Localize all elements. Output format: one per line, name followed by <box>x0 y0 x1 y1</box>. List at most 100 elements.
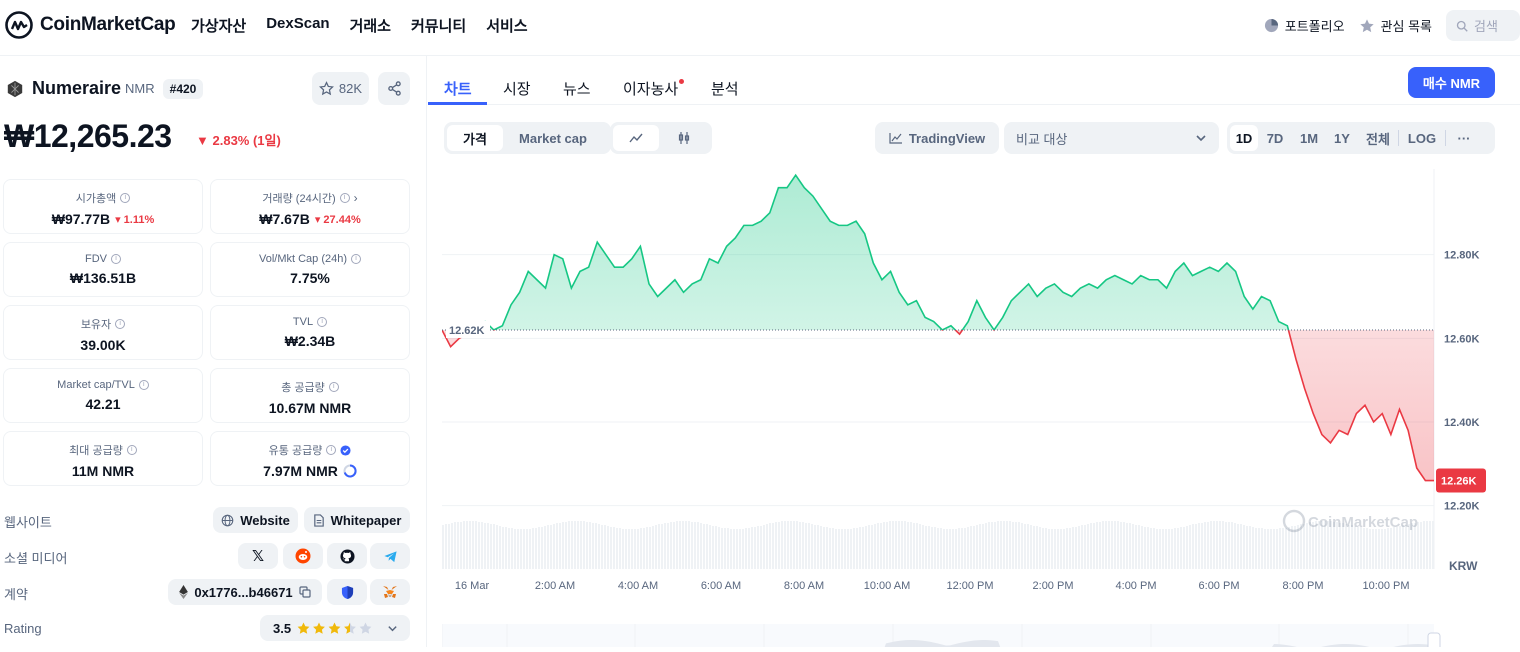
whitepaper-button[interactable]: Whitepaper <box>304 507 410 533</box>
range-7d[interactable]: 7D <box>1266 130 1284 146</box>
price-chart[interactable]: 12.80K 12.60K 12.40K 12.20K 12.62K 12.26K Coin… <box>441 169 1500 652</box>
rating-dropdown[interactable]: 3.5 <box>260 615 410 641</box>
volume-bar <box>1309 522 1311 569</box>
volume-bar <box>817 525 819 569</box>
nav-cryptocurrencies[interactable]: 가상자산 <box>191 18 247 35</box>
tab-yield-farming[interactable]: 이자농사 <box>623 81 679 98</box>
tab-chart[interactable]: 차트 <box>444 81 472 98</box>
volume-bar <box>583 521 585 569</box>
toggle-market-cap[interactable]: Market cap <box>519 130 587 146</box>
log-scale-toggle[interactable]: LOG <box>1407 130 1437 146</box>
x-tick-label: 6:00 AM <box>701 580 741 592</box>
volume-bar <box>1096 522 1098 569</box>
volume-bar <box>1315 521 1317 569</box>
volume-bar <box>1084 525 1086 569</box>
volume-bar <box>1342 523 1344 569</box>
info-icon[interactable]: i <box>138 380 149 390</box>
volume-bar <box>1201 523 1203 569</box>
toggle-price[interactable]: 가격 <box>447 125 503 151</box>
coinmarketcap-logo[interactable]: CoinMarketCap <box>4 10 176 40</box>
volume-bar <box>1108 521 1110 569</box>
info-icon[interactable]: i <box>339 193 350 203</box>
volume-bar <box>751 527 753 569</box>
price-line-up <box>442 173 1290 330</box>
info-icon[interactable]: i <box>328 382 339 392</box>
volume-bar <box>1249 526 1251 569</box>
volume-bar <box>631 529 633 569</box>
tradingview-button[interactable]: TradingView <box>875 122 999 154</box>
stat-volume-24h[interactable]: 거래량 (24시간) i › ₩7.67B ▾ 27.44% <box>210 179 410 234</box>
volume-bar <box>1129 523 1131 569</box>
info-icon[interactable]: i <box>317 317 328 327</box>
rating-stars-icon <box>297 622 372 634</box>
volume-bar <box>961 528 963 569</box>
info-icon[interactable]: i <box>126 445 137 455</box>
reddit-button[interactable] <box>283 543 323 569</box>
info-icon[interactable]: i <box>111 254 121 264</box>
contract-address-button[interactable]: 0x1776...b46671 <box>168 579 322 605</box>
volume-bar <box>508 528 510 569</box>
volume-bar <box>1402 525 1404 569</box>
tab-news[interactable]: 뉴스 <box>563 81 591 98</box>
volume-bar <box>1102 521 1104 569</box>
line-chart-button[interactable] <box>613 125 659 151</box>
volume-bar <box>487 523 489 569</box>
tab-analysis[interactable]: 분석 <box>711 81 739 98</box>
telegram-button[interactable] <box>370 543 410 569</box>
volume-bar <box>1147 527 1149 569</box>
portfolio-link[interactable]: 포트폴리오 <box>1264 16 1345 35</box>
website-button[interactable]: Website <box>213 507 298 533</box>
volume-bar <box>550 525 552 569</box>
nav-dexscan[interactable]: DexScan <box>266 15 330 32</box>
share-icon <box>387 81 401 96</box>
security-audit-button[interactable] <box>327 579 367 605</box>
range-1y[interactable]: 1Y <box>1334 130 1350 146</box>
candlestick-button[interactable] <box>659 125 709 151</box>
volume-bar <box>1270 529 1272 569</box>
github-button[interactable] <box>327 543 367 569</box>
volume-bar <box>457 522 459 569</box>
range-1d[interactable]: 1D <box>1230 125 1258 151</box>
volume-bar <box>514 529 516 569</box>
info-icon[interactable]: i <box>326 445 337 455</box>
volume-bar <box>709 525 711 569</box>
x-tick-label: 6:00 PM <box>1199 580 1240 592</box>
range-all[interactable]: 전체 <box>1366 131 1390 147</box>
compare-select[interactable]: 비교 대상 <box>1004 122 1219 154</box>
watchlist-link[interactable]: 관심 목록 <box>1359 16 1432 35</box>
nav-services[interactable]: 서비스 <box>486 18 528 35</box>
volume-bar <box>556 523 558 569</box>
volume-bar <box>1291 526 1293 569</box>
x-twitter-button[interactable]: 𝕏 <box>238 543 278 569</box>
info-icon[interactable]: i <box>120 193 131 203</box>
volume-bar <box>1282 528 1284 569</box>
volume-bar <box>856 528 858 569</box>
buy-button[interactable]: 매수 NMR <box>1408 67 1495 98</box>
more-options-button[interactable]: ··· <box>1457 130 1471 146</box>
copy-icon[interactable] <box>299 586 311 598</box>
metamask-button[interactable] <box>370 579 410 605</box>
nav-exchanges[interactable]: 거래소 <box>349 18 391 35</box>
volume-bar <box>1396 527 1398 569</box>
stat-tvl: TVL i ₩2.34B <box>210 305 410 360</box>
share-button[interactable] <box>378 72 410 105</box>
volume-bar <box>1075 527 1077 569</box>
volume-bar <box>1144 527 1146 569</box>
range-1m[interactable]: 1M <box>1299 130 1319 146</box>
divider <box>1398 130 1399 146</box>
volume-bar <box>517 529 519 569</box>
volume-bar <box>1078 526 1080 569</box>
tradingview-label: TradingView <box>908 130 986 146</box>
watchlist-star-button[interactable]: 82K <box>312 72 369 105</box>
search-input[interactable]: 검색 <box>1446 10 1520 41</box>
volume-bar <box>526 529 528 569</box>
info-icon[interactable]: i <box>115 319 126 329</box>
volume-bar <box>1123 522 1125 569</box>
volume-bar <box>994 522 996 569</box>
tab-markets[interactable]: 시장 <box>503 81 531 98</box>
volume-bar <box>934 527 936 569</box>
social-row-label: 소셜 미디어 <box>4 551 68 566</box>
info-icon[interactable]: i <box>351 254 362 264</box>
star-icon <box>1359 18 1374 32</box>
nav-community[interactable]: 커뮤니티 <box>410 18 467 35</box>
